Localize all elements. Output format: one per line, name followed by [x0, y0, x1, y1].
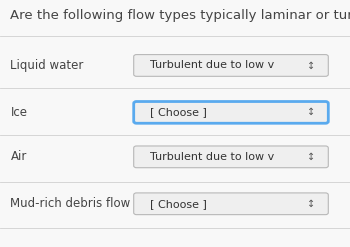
Text: [ Choose ]: [ Choose ]	[150, 107, 207, 117]
Text: Liquid water: Liquid water	[10, 59, 84, 72]
Text: ↕: ↕	[307, 199, 316, 209]
Text: Ice: Ice	[10, 106, 28, 119]
Text: Turbulent due to low v: Turbulent due to low v	[150, 152, 275, 162]
Text: [ Choose ]: [ Choose ]	[150, 199, 207, 209]
Text: ↕: ↕	[307, 152, 316, 162]
Text: Mud-rich debris flow: Mud-rich debris flow	[10, 197, 131, 210]
Text: Turbulent due to low v: Turbulent due to low v	[150, 61, 275, 70]
Text: Are the following flow types typically laminar or turbulent and why?: Are the following flow types typically l…	[10, 9, 350, 22]
Text: Air: Air	[10, 150, 27, 163]
FancyBboxPatch shape	[134, 55, 328, 76]
FancyBboxPatch shape	[134, 146, 328, 168]
Text: ↕: ↕	[307, 107, 316, 117]
FancyBboxPatch shape	[134, 102, 328, 123]
FancyBboxPatch shape	[134, 193, 328, 215]
Text: ↕: ↕	[307, 61, 316, 70]
